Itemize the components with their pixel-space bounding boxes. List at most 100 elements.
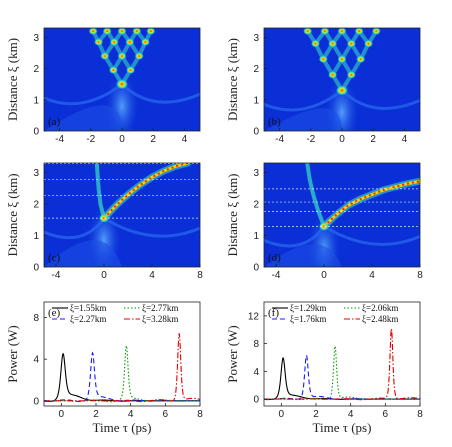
x-tick-label: 6	[163, 409, 169, 420]
legend-entry: ξ=1.29km	[290, 303, 326, 313]
x-tick-label: 2	[370, 134, 376, 145]
panel-label: (f)	[268, 307, 279, 319]
side-beam	[94, 163, 106, 221]
intensity-peak	[125, 38, 135, 46]
intensity-peak	[320, 28, 330, 35]
intensity-peak	[117, 52, 127, 60]
intensity-peak	[146, 28, 156, 35]
plot-frame	[263, 162, 421, 268]
y-tick-label: 3	[253, 33, 259, 44]
lower-arc	[44, 240, 122, 267]
intensity-peak	[132, 28, 142, 35]
intensity-peak	[337, 28, 347, 35]
intensity-peak	[117, 28, 127, 35]
legend-entry: ξ=2.06km	[362, 303, 398, 313]
intensity-peak	[88, 28, 98, 35]
intensity-peak	[94, 38, 104, 46]
x-tick-label: 4	[182, 134, 188, 145]
x-tick-label: 2	[150, 134, 156, 145]
x-tick-label: 0	[279, 409, 285, 420]
y-tick-label: 3	[33, 168, 39, 179]
x-tick-label: -2	[306, 134, 315, 145]
intensity-peak	[109, 38, 119, 46]
y-tick-label: 0	[253, 395, 259, 406]
background-fringe	[44, 82, 123, 106]
y-tick-label: 1	[33, 231, 39, 242]
power-series-line	[44, 333, 200, 403]
y-tick-label: 0	[33, 263, 39, 274]
panel-label: (a)	[48, 116, 61, 128]
x-tick-label: 8	[417, 270, 423, 281]
panel-label: (e)	[48, 307, 61, 319]
intensity-peak	[354, 28, 364, 35]
y-axis-label: Distance ξ (km)	[225, 38, 240, 121]
background-fringe	[323, 225, 420, 246]
intensity-peak	[364, 39, 374, 48]
background-fringe	[44, 217, 106, 240]
plot-frame	[43, 301, 201, 407]
x-tick-label: 0	[321, 270, 327, 281]
legend-entry: ξ=2.27km	[70, 314, 106, 324]
y-tick-label: 2	[253, 64, 259, 75]
intensity-peak	[356, 55, 366, 64]
legend-entry: ξ=3.28km	[142, 314, 178, 324]
y-tick-label: 8	[253, 339, 259, 350]
y-tick-label: 1	[253, 95, 259, 106]
x-tick-label: 0	[59, 409, 65, 420]
y-tick-label: 8	[33, 313, 39, 324]
intensity-peak	[303, 28, 313, 35]
x-tick-label: 0	[339, 134, 345, 145]
y-tick-label: 4	[253, 367, 259, 378]
intensity-peak	[100, 52, 110, 60]
background-fringe	[264, 225, 326, 248]
lower-arc	[264, 244, 342, 267]
x-tick-label: -4	[272, 270, 281, 281]
x-tick-label: -2	[86, 134, 95, 145]
intensity-peak	[102, 28, 112, 35]
intensity-peak	[337, 55, 347, 64]
panel-label: (b)	[268, 116, 281, 128]
power-series-line	[44, 351, 200, 403]
intensity-peak	[310, 39, 320, 48]
panel-label: (d)	[268, 252, 281, 264]
y-tick-label: 3	[253, 168, 259, 179]
legend-entry: ξ=2.48km	[362, 314, 398, 324]
y-tick-label: 0	[33, 396, 39, 407]
y-axis-label: Distance ξ (km)	[5, 173, 20, 256]
heatmap-panel-a: (a) -4 -2 0 2 4 0 1 2 3 Distance ξ (km)	[5, 27, 201, 145]
x-tick-label: 6	[383, 409, 389, 420]
heatmap-field	[44, 28, 200, 131]
x-tick-label: 8	[197, 409, 203, 420]
intensity-peak	[346, 39, 356, 48]
legend-entry: ξ=2.77km	[142, 303, 178, 313]
plot-background	[264, 302, 420, 406]
intensity-peak	[328, 71, 338, 79]
plot-background	[44, 302, 200, 406]
x-tick-label: 8	[417, 409, 423, 420]
background-fringe	[264, 89, 343, 112]
x-tick-label: -4	[55, 134, 64, 145]
heatmap-field	[264, 163, 420, 267]
y-tick-label: 1	[253, 231, 259, 242]
y-axis-label: Power (W)	[5, 325, 20, 382]
intensity-peak	[346, 71, 356, 79]
intensity-peak	[134, 52, 144, 60]
x-tick-label: -4	[52, 270, 61, 281]
power-series-line	[264, 328, 420, 401]
x-axis-label: Time τ (ps)	[93, 420, 152, 435]
y-tick-label: 4	[33, 355, 39, 366]
intensity-peak	[140, 38, 150, 46]
y-tick-label: 0	[253, 263, 259, 274]
x-tick-label: 2	[93, 409, 99, 420]
panel-label: (c)	[48, 252, 61, 264]
background-fringe	[340, 89, 420, 110]
legend-entry: ξ=1.55km	[70, 303, 106, 313]
heatmap-panel-d: (d) -4 0 4 8 0 1 2 3 Distance ξ (km)	[225, 162, 423, 281]
x-tick-label: 0	[119, 134, 125, 145]
x-tick-label: 4	[402, 134, 408, 145]
y-tick-label: 2	[253, 199, 259, 210]
x-tick-label: 4	[128, 409, 134, 420]
